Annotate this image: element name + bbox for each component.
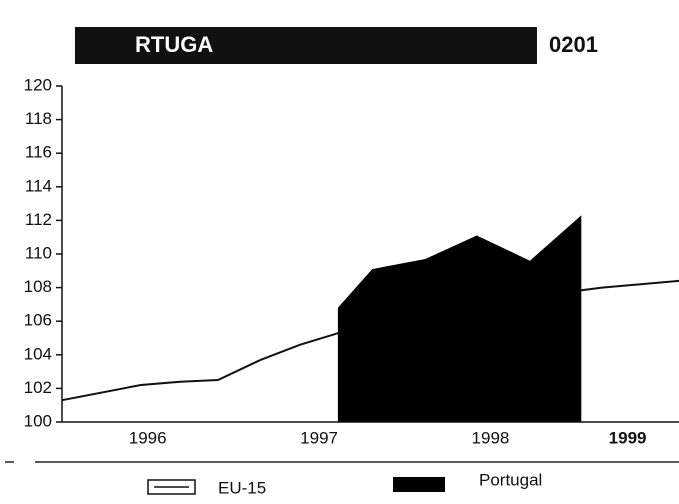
legend-swatch [393, 477, 445, 492]
y-tick-label: 108 [24, 277, 52, 296]
y-tick-label: 112 [25, 210, 52, 229]
y-tick-label: 116 [25, 143, 52, 162]
chart-code: 0201 [549, 32, 598, 57]
legend-label: EU-15 [218, 478, 266, 497]
legend-label: Portugal [479, 470, 542, 489]
x-tick-label: 1999 [609, 428, 647, 447]
chart-title: RTUGA [135, 32, 213, 57]
x-tick-label: 1996 [129, 428, 167, 447]
area [337, 215, 582, 422]
y-tick-label: 114 [25, 176, 52, 195]
y-tick-label: 118 [25, 109, 52, 128]
y-tick-label: 100 [24, 411, 52, 430]
title-bar [75, 27, 537, 64]
y-tick-label: 106 [24, 311, 52, 330]
y-tick-label: 110 [25, 243, 52, 262]
y-tick-label: 102 [24, 378, 52, 397]
y-tick-label: 120 [24, 75, 52, 94]
x-tick-label: 1998 [472, 428, 510, 447]
y-tick-label: 104 [24, 344, 52, 363]
x-tick-label: 1997 [300, 428, 338, 447]
